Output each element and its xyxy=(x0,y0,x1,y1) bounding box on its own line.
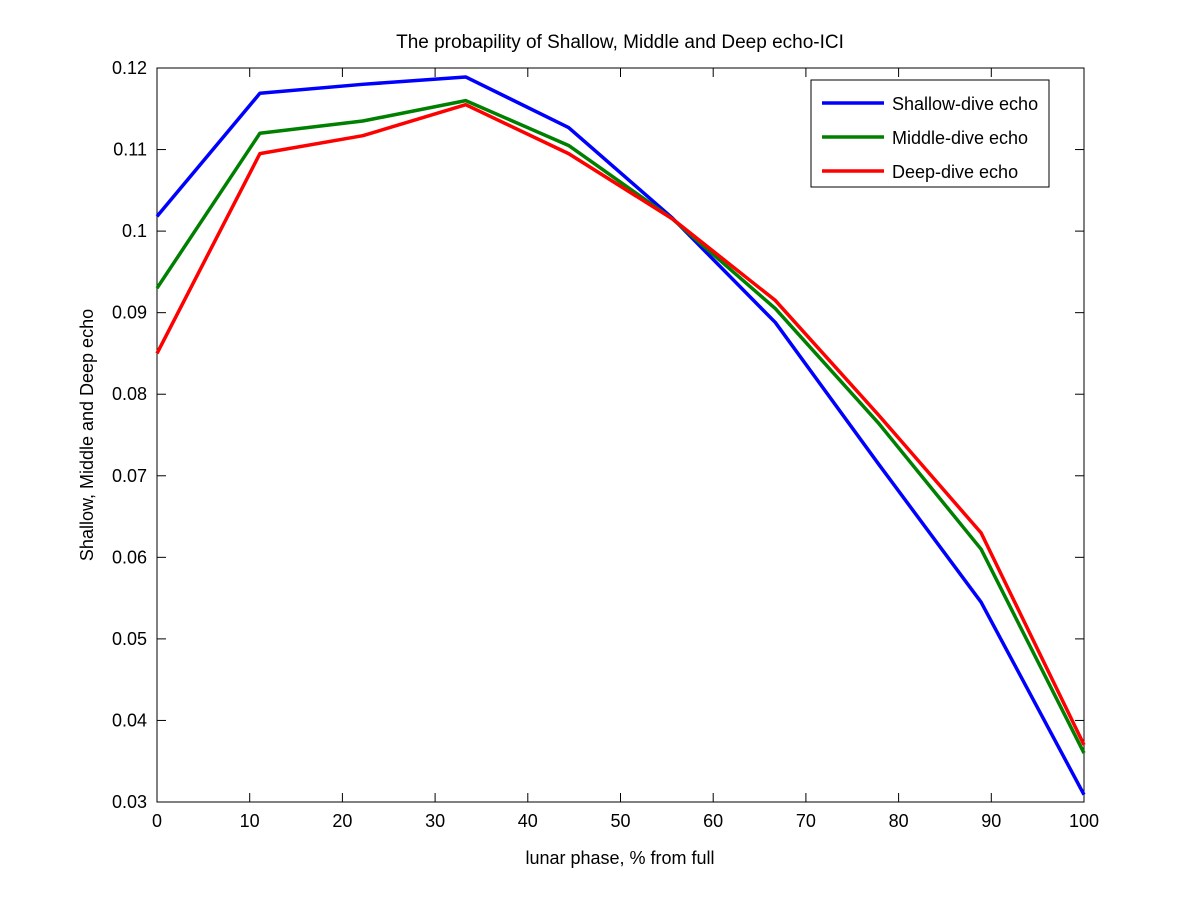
series-line-0 xyxy=(155,75,1086,796)
x-tick-label: 10 xyxy=(240,811,260,831)
x-tick-label: 70 xyxy=(796,811,816,831)
y-tick-label: 0.08 xyxy=(112,384,147,404)
chart-title: The probapility of Shallow, Middle and D… xyxy=(396,32,844,53)
y-tick-label: 0.09 xyxy=(112,303,147,323)
x-tick-label: 50 xyxy=(610,811,630,831)
series-line-2 xyxy=(155,102,1086,746)
x-tick-label: 0 xyxy=(152,811,162,831)
y-tick-label: 0.11 xyxy=(113,140,147,160)
x-tick-label: 40 xyxy=(518,811,538,831)
x-tick-label: 80 xyxy=(889,811,909,831)
x-axis-label: lunar phase, % from full xyxy=(525,848,714,868)
x-tick-label: 90 xyxy=(981,811,1001,831)
y-tick-label: 0.07 xyxy=(112,466,147,486)
series-lines xyxy=(155,75,1086,796)
x-tick-label: 60 xyxy=(703,811,723,831)
y-tick-label: 0.05 xyxy=(112,629,147,649)
legend-label: Shallow-dive echo xyxy=(892,94,1038,114)
y-tick-label: 0.04 xyxy=(112,710,147,730)
y-tick-label: 0.1 xyxy=(122,221,147,241)
legend: Shallow-dive echo Middle-dive echo Deep-di… xyxy=(810,79,1050,188)
series-line-1 xyxy=(155,98,1086,754)
y-tick-label: 0.06 xyxy=(112,547,147,567)
legend-label: Middle-dive echo xyxy=(892,128,1028,148)
x-tick-label: 20 xyxy=(332,811,352,831)
axes: 0 10 20 30 40 50 60 70 80 90 100 0.03 0.04 0.05 0.06 0.… xyxy=(112,58,1099,831)
x-tick-label: 30 xyxy=(425,811,445,831)
y-tick-label: 0.03 xyxy=(112,792,147,812)
x-tick-label: 100 xyxy=(1069,811,1099,831)
legend-label: Deep-dive echo xyxy=(892,162,1018,182)
y-tick-label: 0.12 xyxy=(112,58,147,78)
y-axis-label: Shallow, Middle and Deep echo xyxy=(77,309,97,561)
legend-box xyxy=(810,79,1050,188)
